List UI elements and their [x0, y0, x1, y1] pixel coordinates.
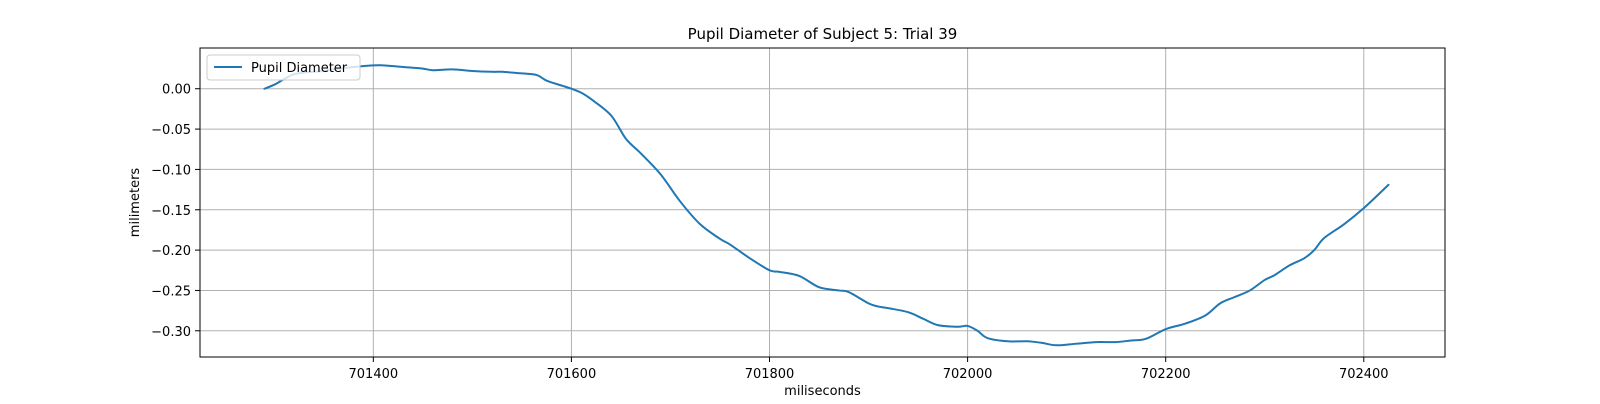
x-tick-label: 702200: [1141, 367, 1191, 382]
y-tick-label: −0.10: [151, 163, 191, 178]
y-tick-label: −0.05: [151, 123, 191, 138]
x-tick-label: 702400: [1339, 367, 1389, 382]
plot-area-frame: [199, 47, 1446, 358]
legend-box: [206, 54, 361, 81]
y-tick-label: −0.30: [151, 325, 191, 340]
x-tick-label: 701600: [547, 367, 597, 382]
x-axis-ticks: 701400 701600 701800 702000 702200 702400: [349, 357, 1389, 382]
y-tick-label: −0.15: [151, 204, 191, 219]
x-tick-label: 702000: [943, 367, 993, 382]
x-axis-label: miliseconds: [784, 384, 861, 399]
series-lines: [263, 64, 1390, 347]
grid-lines: [200, 48, 1445, 357]
y-axis-ticks: 0.00 −0.05 −0.10 −0.15 −0.20 −0.25 −0.30: [151, 83, 200, 340]
x-tick-label: 701800: [745, 367, 795, 382]
legend-label-pupil-diameter: Pupil Diameter: [251, 61, 348, 76]
series-line-pupil-diameter: [263, 64, 1390, 347]
chart-title: Pupil Diameter of Subject 5: Trial 39: [688, 25, 958, 43]
y-tick-label: −0.20: [151, 244, 191, 259]
plot-area-background: [200, 48, 1445, 357]
x-tick-label: 701400: [349, 367, 399, 382]
y-tick-label: −0.25: [151, 284, 191, 299]
y-tick-label: 0.00: [162, 83, 191, 98]
legend: Pupil Diameter: [206, 54, 361, 81]
y-axis-label: milimeters: [128, 168, 143, 238]
